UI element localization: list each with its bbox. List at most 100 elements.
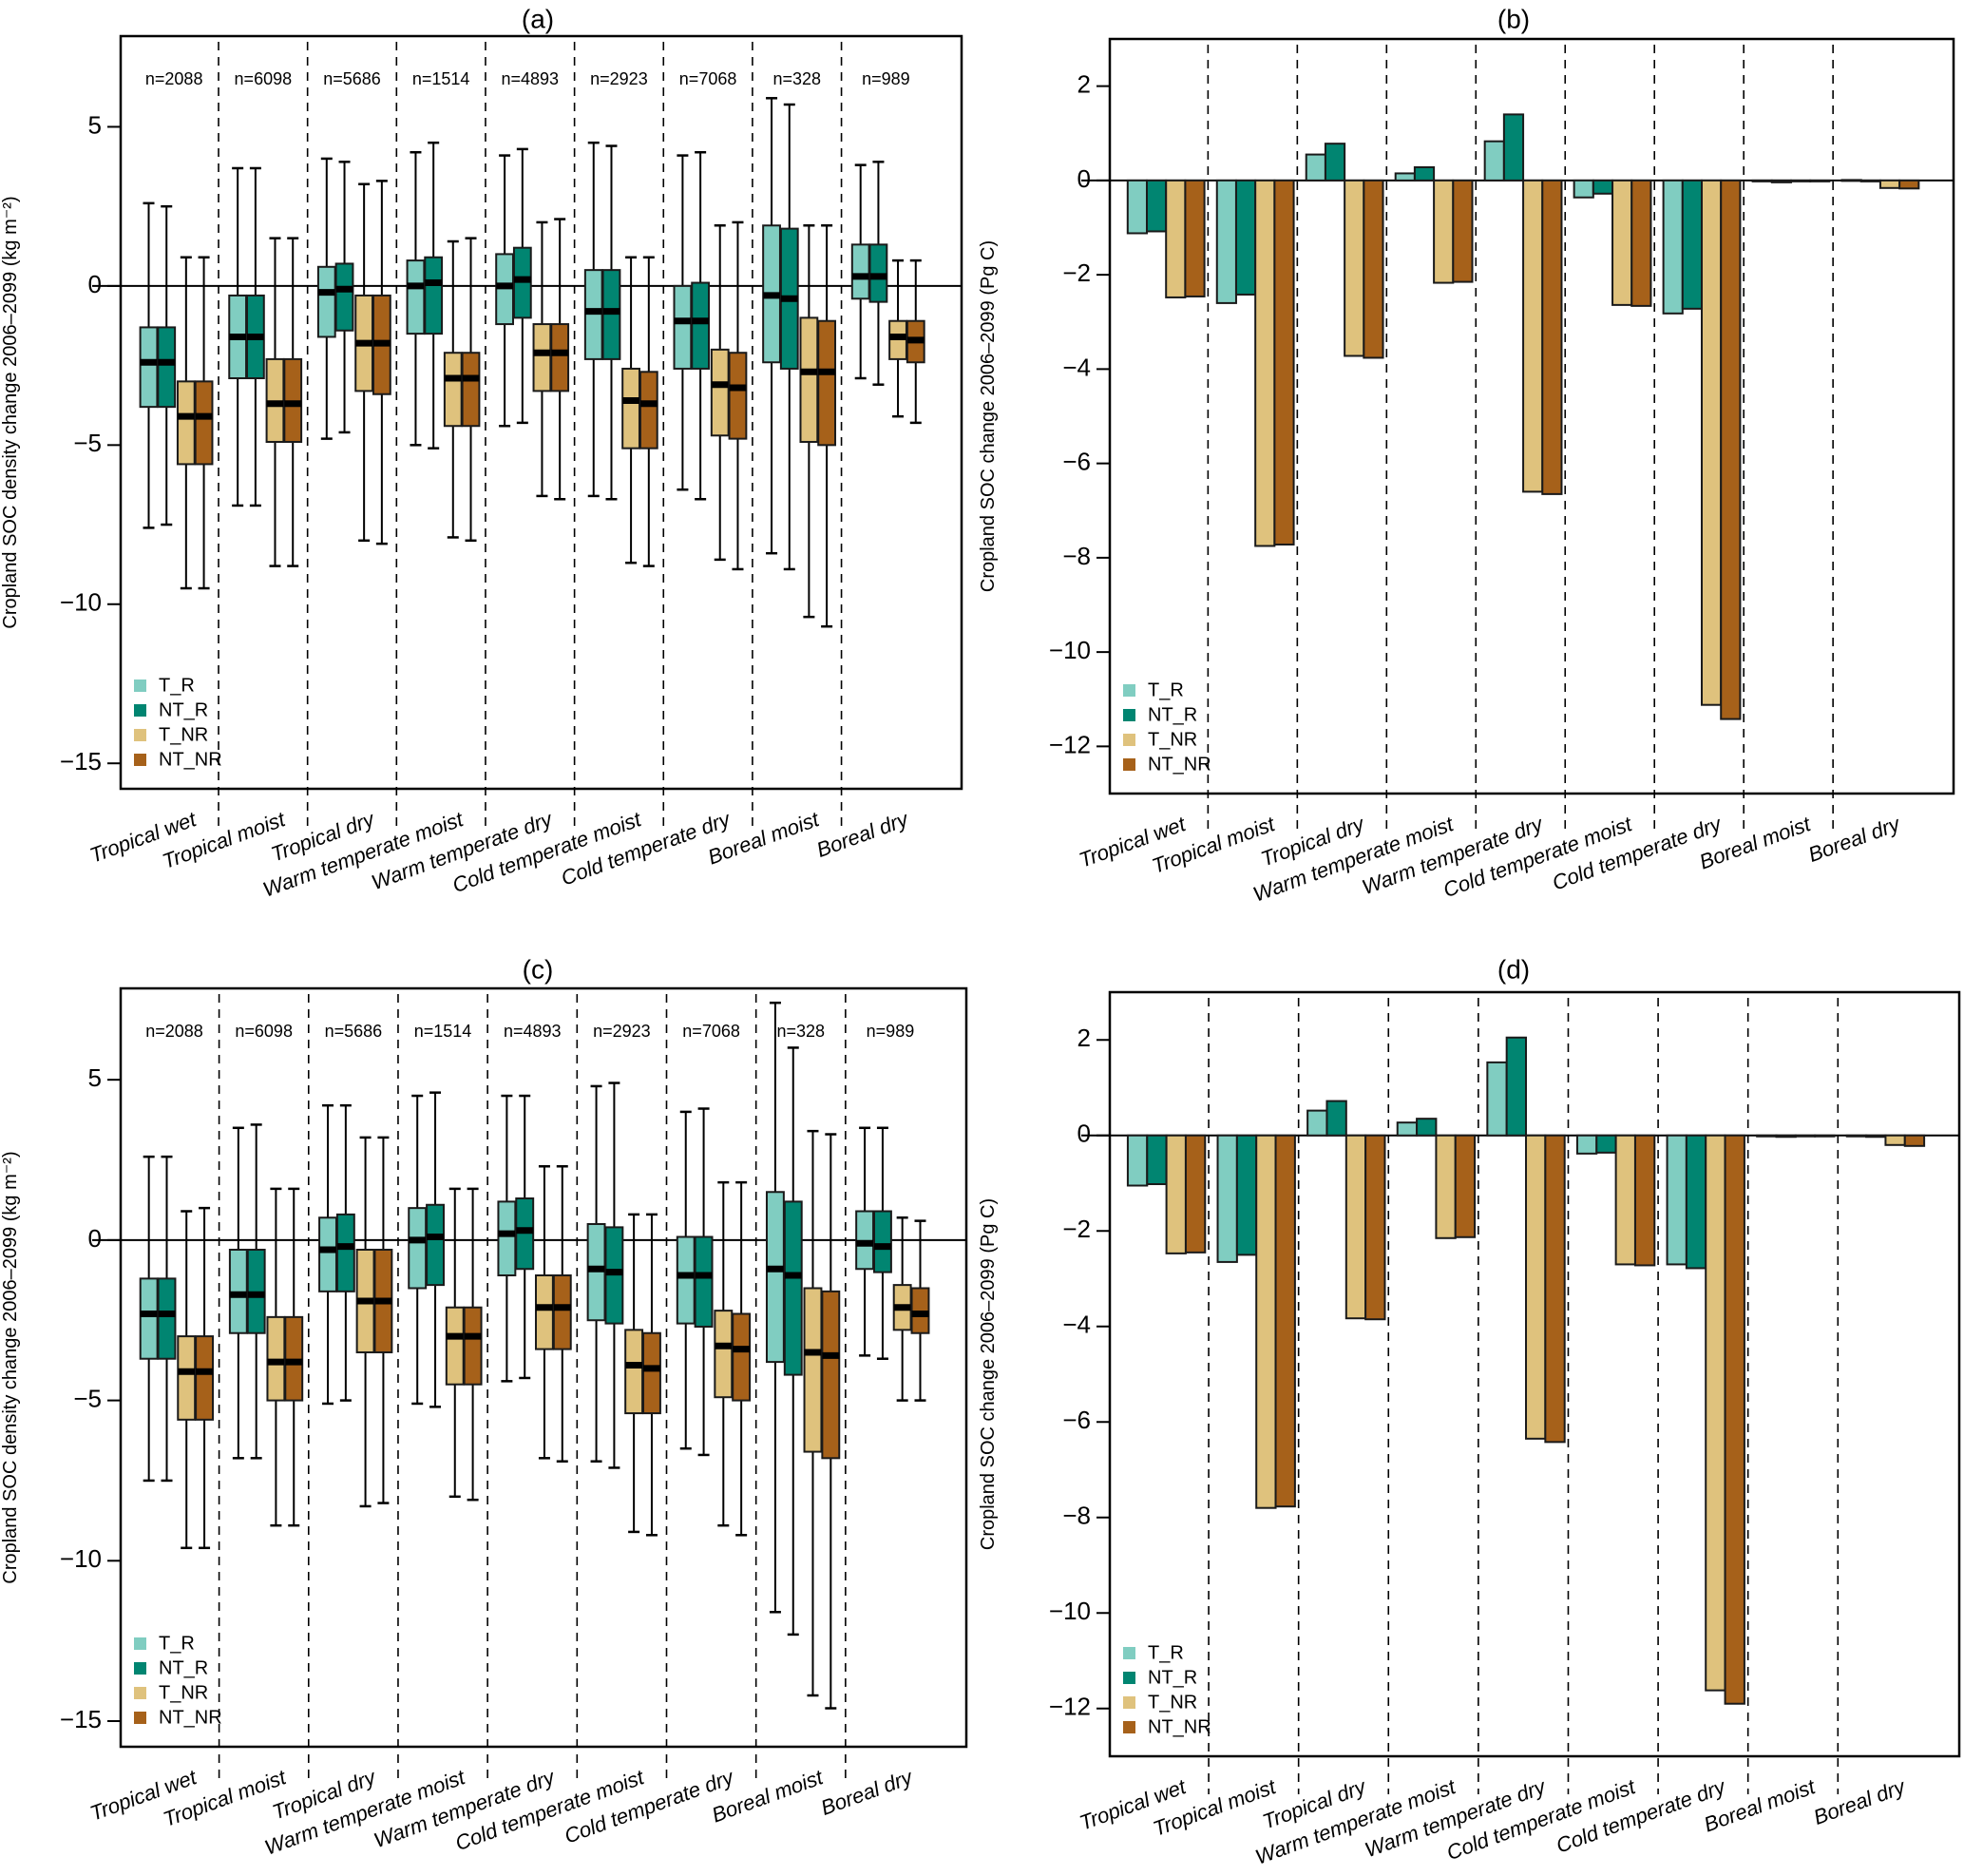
box-T_NR — [799, 224, 819, 619]
bar-NT_R — [1146, 1134, 1168, 1186]
bar-T_NR — [1165, 179, 1187, 298]
box-iqr — [714, 1310, 734, 1399]
bar-NT_NR — [1903, 1134, 1926, 1147]
box-iqr — [550, 323, 570, 392]
box-iqr — [176, 380, 196, 466]
box-iqr — [710, 348, 730, 437]
box-NT_NR — [461, 237, 481, 543]
y-tick-label: −8 — [1062, 1502, 1091, 1530]
bar-NT_NR — [1809, 179, 1831, 182]
box-NT_R — [868, 161, 888, 386]
sample-size-label: n=989 — [867, 1022, 915, 1041]
bar-NT_NR — [1363, 179, 1384, 359]
box-T_NR — [888, 258, 907, 418]
box-NT_R — [512, 147, 532, 425]
box-T_NR — [532, 220, 552, 498]
y-tick-label: −2 — [1062, 258, 1091, 287]
y-tick-label: 0 — [88, 1224, 102, 1253]
bar-T_NR — [1789, 179, 1812, 182]
box-NT_R — [691, 150, 711, 501]
box-iqr — [728, 352, 748, 440]
box-T_NR — [176, 256, 196, 590]
legend-swatch-NT_R — [1123, 1672, 1135, 1684]
y-tick-label: −15 — [60, 747, 102, 775]
y-tick-label: 2 — [1077, 1024, 1091, 1052]
box-iqr — [443, 352, 463, 428]
y-axis-label: Cropland SOC density change 2006–2099 (k… — [0, 1151, 21, 1583]
y-tick-label: −10 — [1049, 636, 1091, 664]
sample-size-label: n=6098 — [235, 69, 293, 88]
bar-T_NR — [1701, 179, 1723, 706]
sample-size-label: n=4893 — [504, 1022, 562, 1041]
bar-T_R — [1126, 179, 1148, 235]
bar-NT_NR — [1184, 1134, 1207, 1254]
box-T_R — [406, 150, 426, 447]
bar-T_R — [1845, 1134, 1868, 1138]
box-T_NR — [714, 1180, 734, 1527]
box-T_R — [497, 1094, 517, 1383]
box-iqr — [799, 316, 819, 443]
bar-NT_R — [1325, 1100, 1347, 1137]
box-iqr — [408, 1207, 428, 1290]
bar-T_R — [1756, 1134, 1778, 1138]
box-NT_R — [604, 1082, 624, 1469]
bar-NT_R — [1681, 179, 1704, 310]
bar-T_NR — [1884, 1134, 1906, 1146]
bar-T_NR — [1525, 1134, 1547, 1440]
box-NT_NR — [732, 1180, 752, 1537]
legend-label: T_NR — [159, 1682, 208, 1703]
legend-label: NT_R — [1148, 1667, 1197, 1688]
y-tick-label: −5 — [73, 429, 102, 457]
bar-T_R — [1662, 179, 1684, 315]
bar-NT_R — [1592, 179, 1614, 195]
box-iqr — [803, 1287, 823, 1453]
sample-size-label: n=7068 — [682, 1022, 740, 1041]
box-NT_R — [245, 166, 265, 507]
box-iqr — [872, 1210, 892, 1273]
box-T_R — [676, 1110, 696, 1450]
bar-NT_R — [1505, 1036, 1528, 1137]
sample-size-label: n=4893 — [502, 69, 560, 88]
bar-NT_R — [1859, 179, 1881, 182]
box-iqr — [532, 323, 552, 392]
bar-NT_R — [1413, 165, 1436, 182]
box-NT_NR — [195, 1206, 215, 1550]
panel-title: (b) — [1497, 4, 1530, 33]
bar-T_R — [1306, 1109, 1328, 1137]
box-NT_R — [601, 144, 621, 501]
legend: T_R NT_R T_NR NT_NR — [1123, 1642, 1211, 1737]
box-NT_NR — [910, 1219, 930, 1402]
bar-T_R — [1666, 1134, 1688, 1266]
bar-NT_NR — [1724, 1134, 1745, 1705]
box-iqr — [821, 1290, 841, 1460]
y-tick-label: 0 — [1077, 1120, 1091, 1148]
legend-label: NT_R — [1148, 704, 1197, 725]
bar-T_R — [1305, 153, 1326, 182]
y-tick-label: 0 — [1077, 164, 1091, 193]
box-iqr — [497, 1200, 517, 1276]
legend-label: T_R — [1148, 1642, 1184, 1663]
box-iqr — [691, 281, 711, 370]
sample-size-label: n=1514 — [414, 1022, 472, 1041]
y-tick-label: −12 — [1049, 730, 1091, 758]
category-label: Boreal dry — [818, 1765, 918, 1820]
sample-size-label: n=328 — [776, 1022, 825, 1041]
legend-swatch-NT_NR — [1123, 758, 1135, 771]
bar-NT_NR — [1454, 1134, 1477, 1238]
bar-T_NR — [1614, 1134, 1636, 1266]
legend-swatch-NT_R — [1123, 709, 1135, 721]
bar-T_NR — [1254, 179, 1276, 547]
box-iqr — [850, 243, 870, 300]
box-T_R — [765, 1001, 785, 1614]
bar-NT_NR — [1544, 1134, 1566, 1444]
box-T_NR — [443, 239, 463, 539]
y-tick-label: 0 — [88, 270, 102, 298]
y-axis-label: Cropland SOC change 2006–2099 (Pg C) — [978, 1198, 999, 1550]
bar-T_R — [1575, 1134, 1598, 1155]
bar-NT_R — [1416, 1118, 1438, 1137]
legend: T_R NT_R T_NR NT_NR — [134, 1633, 222, 1728]
box-iqr — [406, 259, 426, 335]
box-T_NR — [265, 237, 285, 567]
y-tick-label: −4 — [1062, 353, 1091, 381]
legend-swatch-NT_R — [134, 1662, 146, 1675]
